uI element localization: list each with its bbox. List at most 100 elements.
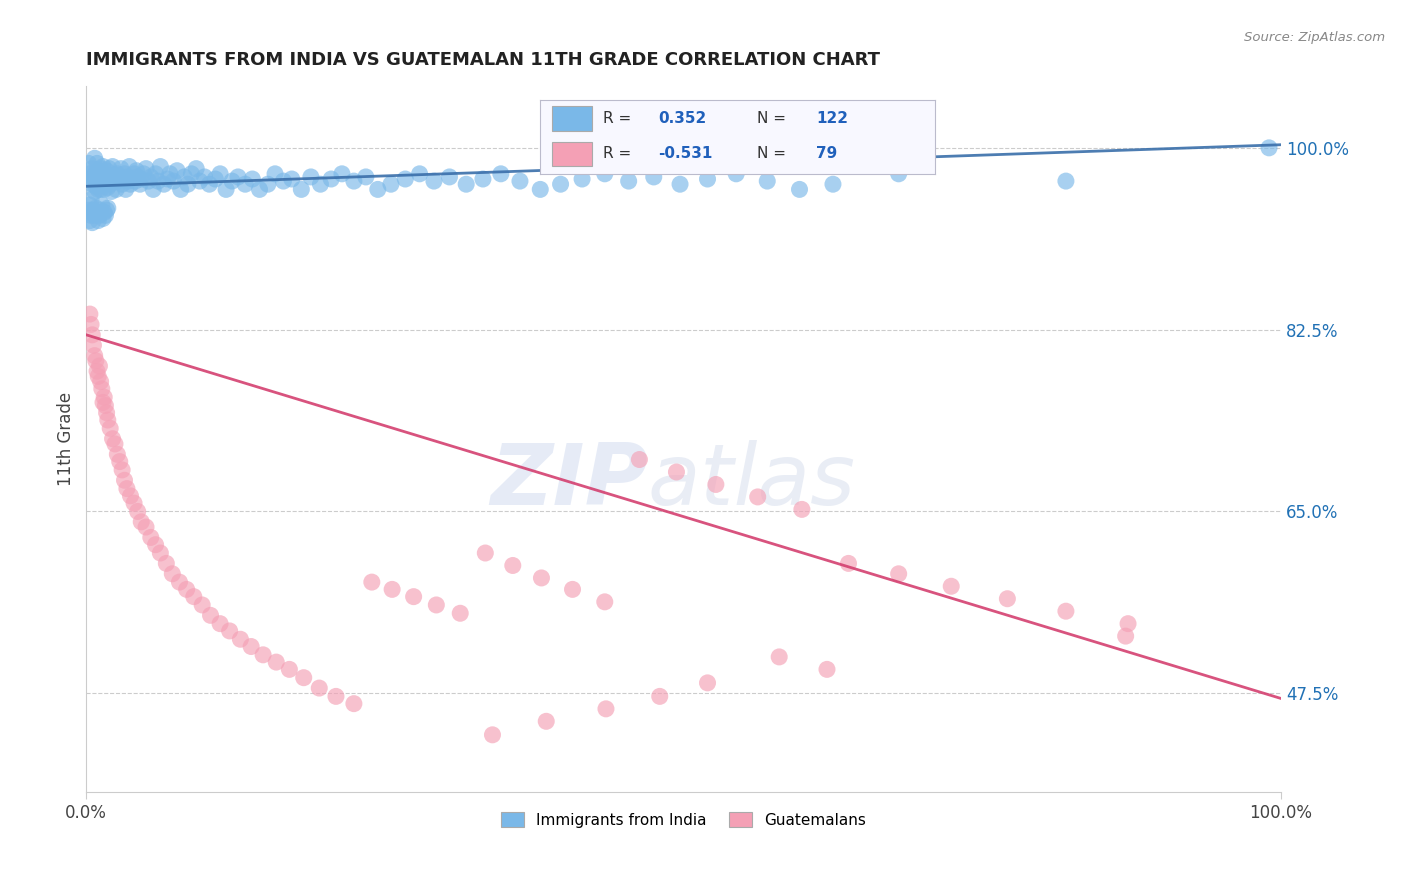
Point [82,205,104,219]
Point [530,571,553,585]
Point [98,421,121,435]
Point [120,178,142,192]
Point [149,160,172,174]
Point [90,161,112,176]
Point [156,172,179,186]
Point [90,203,112,218]
Point [79,213,101,227]
Point [82,327,104,342]
Legend: Immigrants from India, Guatemalans: Immigrants from India, Guatemalans [495,805,873,834]
Point [887,167,910,181]
Point [120,489,142,503]
Point [127,504,149,518]
Point [86,205,108,219]
Point [121,172,143,186]
Point [704,477,727,491]
Point [529,182,551,196]
Point [135,161,157,176]
Point [96,163,118,178]
Point [83,349,105,363]
Point [142,182,165,196]
Point [502,558,524,573]
Point [122,496,145,510]
Point [77,156,100,170]
Point [80,193,103,207]
Point [696,172,718,186]
Point [221,174,243,188]
Point [82,216,104,230]
Point [1116,616,1139,631]
Point [229,632,252,647]
Point [343,697,366,711]
Point [86,364,108,378]
Point [98,161,121,176]
Point [129,172,152,186]
Point [166,163,188,178]
Point [1054,174,1077,188]
Point [90,182,112,196]
Point [198,178,221,192]
Point [118,160,141,174]
Point [101,432,124,446]
Point [995,591,1018,606]
Point [90,198,112,212]
Point [114,167,136,181]
Point [360,575,382,590]
Point [84,354,107,368]
Point [91,160,114,174]
Point [249,182,271,196]
Point [821,178,844,192]
Point [117,174,139,188]
Point [209,167,232,181]
Point [643,169,665,184]
Point [132,167,155,181]
Point [240,640,263,654]
Point [103,174,125,188]
Point [96,406,118,420]
Point [1054,604,1077,618]
Point [273,174,295,188]
Point [536,714,558,729]
Point [93,182,115,196]
Text: ZIP: ZIP [491,440,648,523]
Point [115,482,138,496]
Point [186,161,208,176]
Point [129,515,152,529]
Point [100,185,122,199]
Point [309,178,332,192]
Point [97,169,120,184]
Point [112,172,135,186]
Point [93,205,115,219]
Point [561,582,583,597]
Point [169,182,191,196]
Point [408,167,430,181]
Point [191,598,214,612]
Point [481,728,503,742]
Point [97,413,120,427]
Point [188,174,211,188]
Point [122,167,145,181]
Point [82,338,104,352]
Point [83,151,105,165]
Point [84,167,107,181]
Point [86,172,108,186]
Point [90,178,112,192]
Point [425,598,447,612]
Text: atlas: atlas [648,440,856,523]
Point [299,169,322,184]
Point [127,169,149,184]
Point [104,168,127,182]
Point [146,174,169,188]
Point [145,538,167,552]
Point [628,452,651,467]
Point [93,390,115,404]
Point [91,172,114,186]
Point [115,169,138,184]
Point [509,174,531,188]
Point [439,169,461,184]
Point [89,167,111,181]
Point [124,174,146,188]
Point [110,161,132,176]
Point [79,198,101,212]
Point [90,375,112,389]
